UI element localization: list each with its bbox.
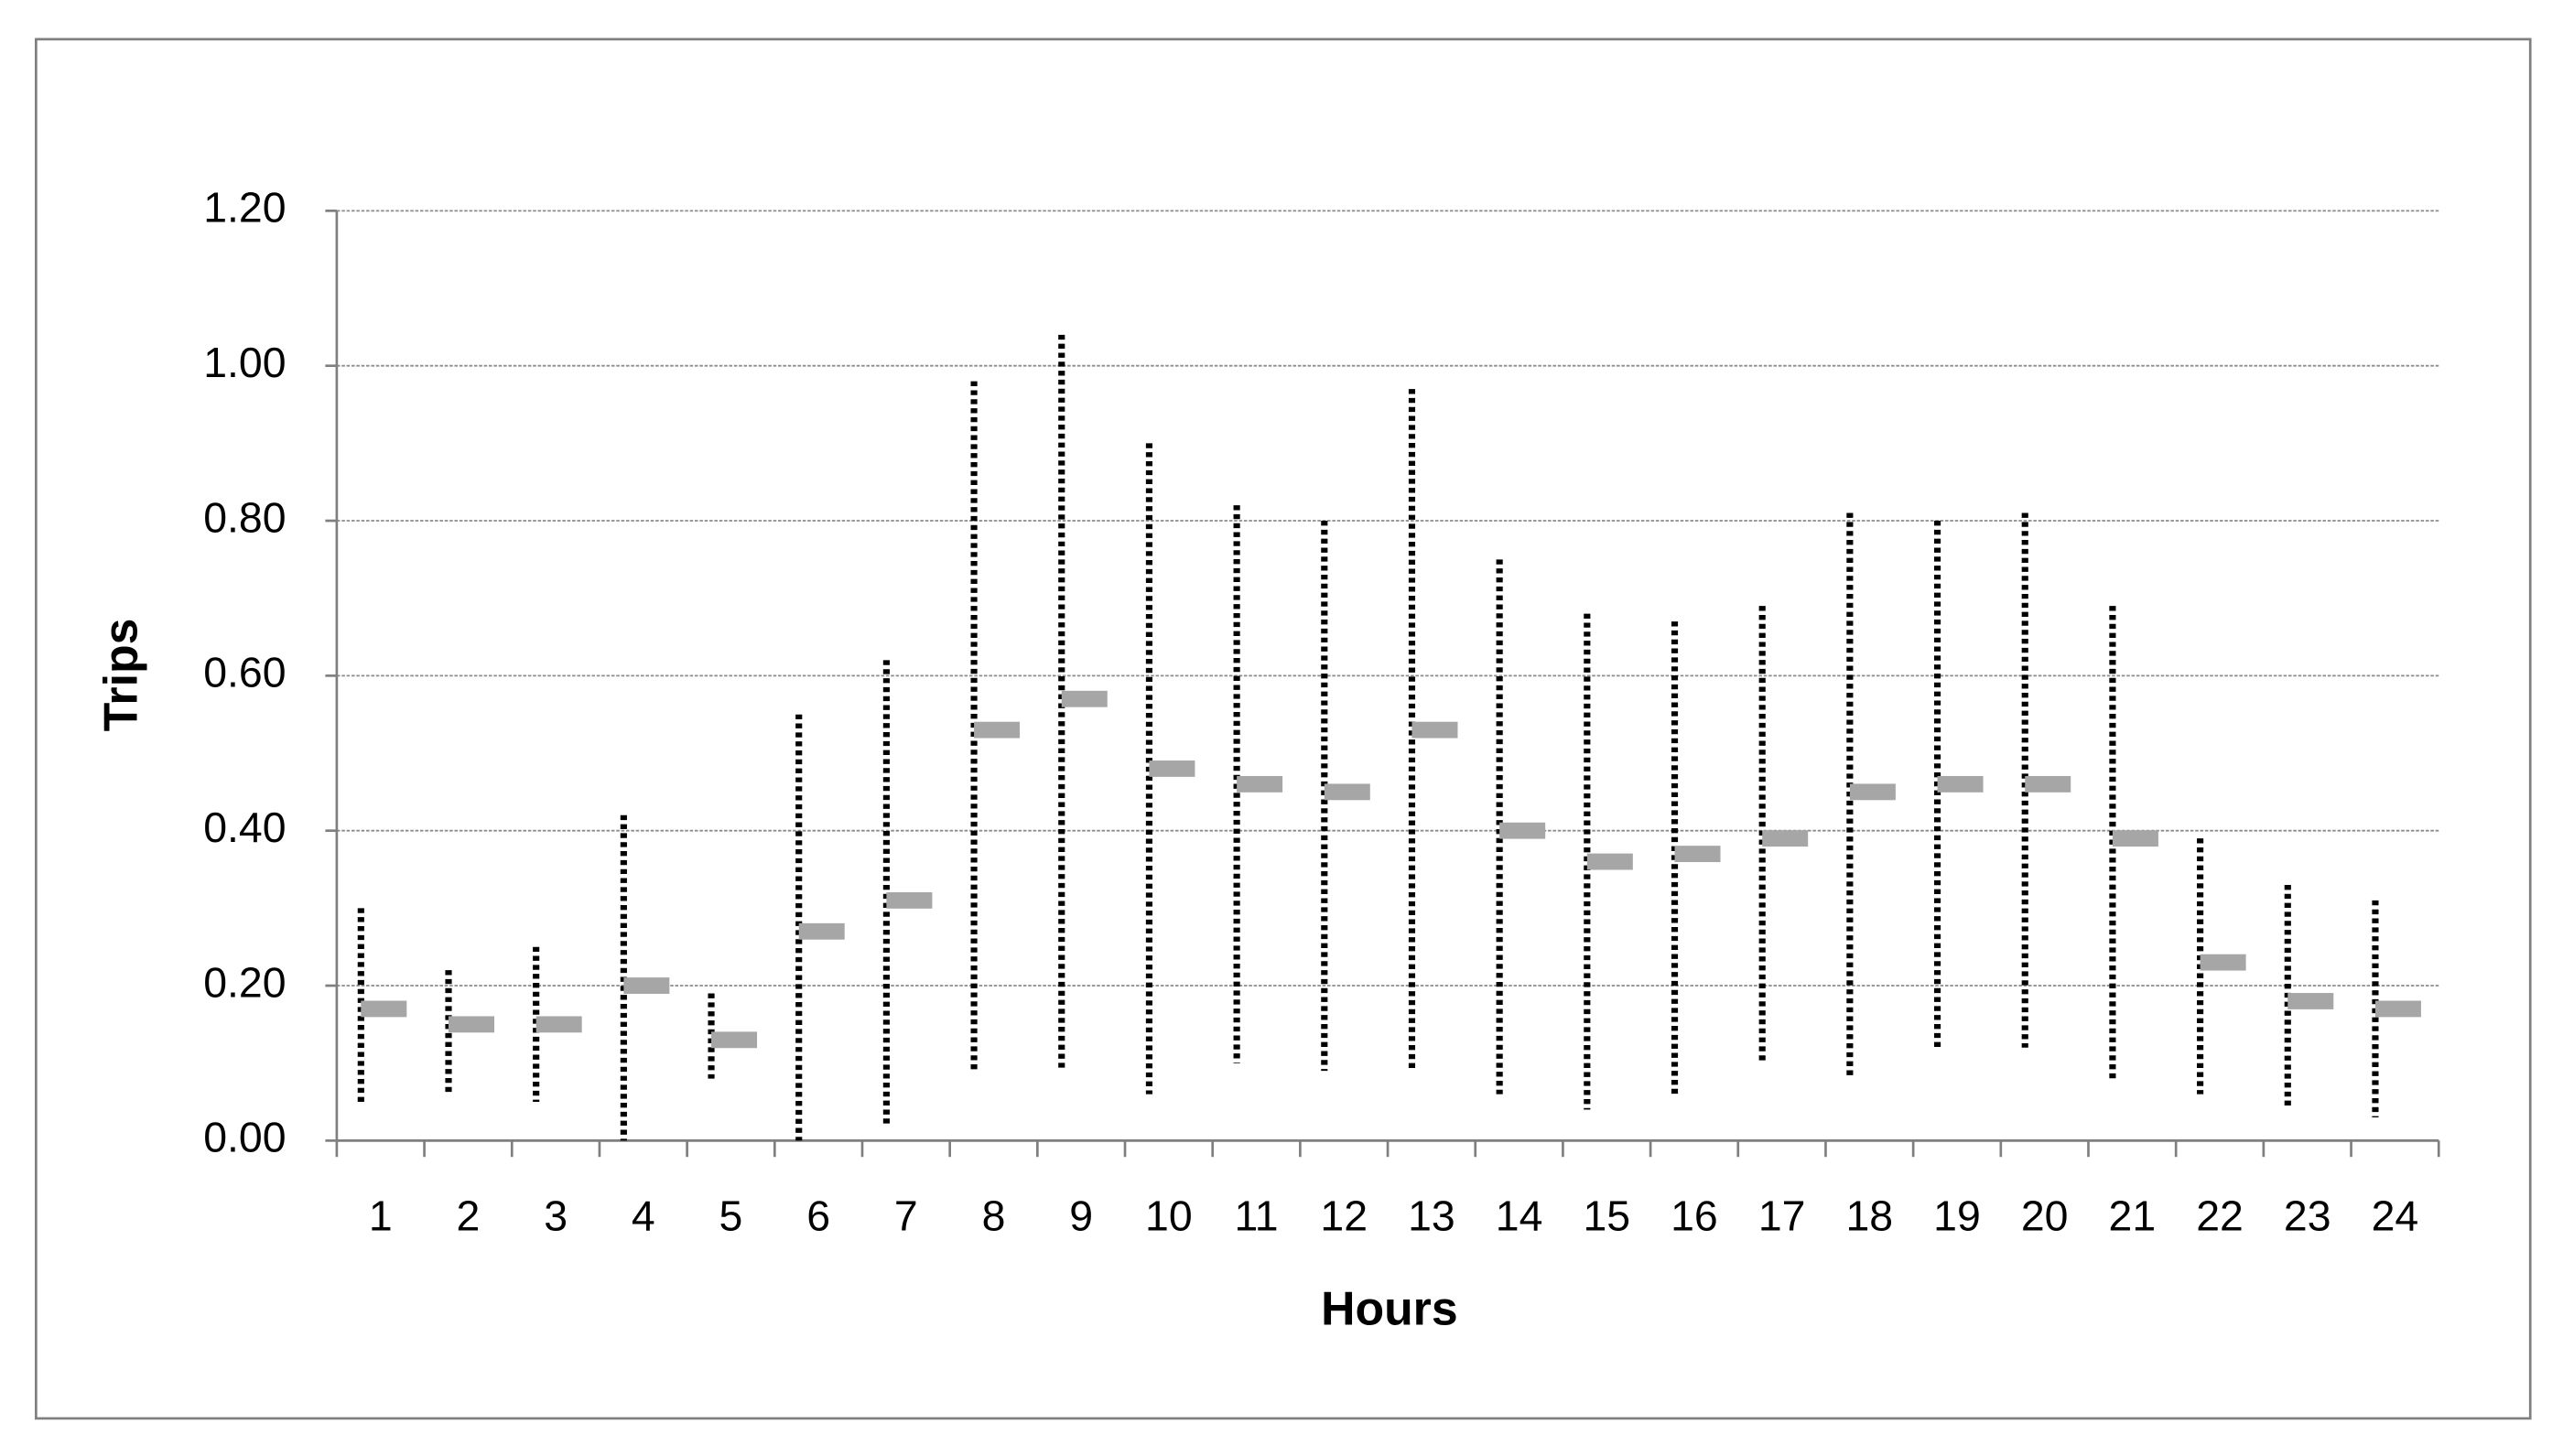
x-axis-title: Hours	[1321, 1282, 1458, 1335]
mean-marker	[623, 977, 670, 994]
mean-marker	[1411, 721, 1458, 739]
x-tick-label: 2	[457, 1192, 481, 1239]
x-tick-label: 4	[632, 1192, 655, 1239]
mean-marker	[535, 1016, 582, 1033]
mean-marker	[1674, 846, 1721, 863]
x-tick-label: 18	[1845, 1192, 1893, 1239]
y-tick-label: 0.60	[203, 649, 286, 696]
mean-marker	[711, 1031, 758, 1049]
x-tick-label: 15	[1583, 1192, 1630, 1239]
x-tick-label: 5	[719, 1192, 743, 1239]
x-tick-label: 1	[369, 1192, 393, 1239]
mean-marker	[974, 721, 1021, 739]
x-tick-label: 3	[544, 1192, 568, 1239]
x-tick-label: 11	[1234, 1192, 1278, 1239]
y-tick-label: 1.20	[203, 184, 286, 232]
chart-border	[35, 38, 2532, 1420]
mean-marker	[2287, 993, 2334, 1009]
x-tick-label: 16	[1671, 1192, 1718, 1239]
y-tick-label: 0.00	[203, 1114, 286, 1161]
x-tick-label: 9	[1069, 1192, 1093, 1239]
x-tick-label: 8	[982, 1192, 1006, 1239]
mean-marker	[2200, 954, 2246, 971]
mean-marker	[1937, 775, 1984, 793]
mean-marker	[798, 922, 845, 940]
mean-marker	[2112, 830, 2158, 847]
mean-marker	[1499, 822, 1546, 839]
mean-marker	[1586, 853, 1633, 870]
mean-marker	[1061, 690, 1108, 707]
x-tick-label: 23	[2284, 1192, 2331, 1239]
y-tick-label: 0.40	[203, 803, 286, 851]
mean-marker	[1237, 775, 1283, 793]
mean-marker	[1762, 830, 1809, 847]
x-tick-label: 17	[1758, 1192, 1806, 1239]
x-tick-label: 22	[2196, 1192, 2244, 1239]
mean-marker	[2025, 775, 2071, 793]
mean-marker	[1849, 783, 1896, 801]
y-tick-label: 0.80	[203, 493, 286, 541]
y-tick-label: 1.00	[203, 339, 286, 386]
x-tick-label: 19	[1933, 1192, 1981, 1239]
y-axis-title: Trips	[93, 619, 146, 732]
y-tick-label: 0.20	[203, 958, 286, 1006]
x-tick-label: 14	[1496, 1192, 1543, 1239]
mean-marker	[448, 1016, 494, 1033]
x-tick-label: 20	[2021, 1192, 2069, 1239]
mean-marker	[1149, 760, 1195, 777]
x-tick-label: 6	[806, 1192, 830, 1239]
x-tick-label: 13	[1408, 1192, 1455, 1239]
mean-marker	[1324, 783, 1370, 801]
x-tick-label: 10	[1145, 1192, 1193, 1239]
mean-marker	[886, 891, 933, 909]
x-tick-label: 12	[1320, 1192, 1368, 1239]
mean-marker	[2374, 1000, 2421, 1018]
x-tick-label: 21	[2109, 1192, 2157, 1239]
x-tick-label: 24	[2372, 1192, 2419, 1239]
x-tick-label: 7	[894, 1192, 918, 1239]
mean-marker	[361, 1000, 407, 1018]
